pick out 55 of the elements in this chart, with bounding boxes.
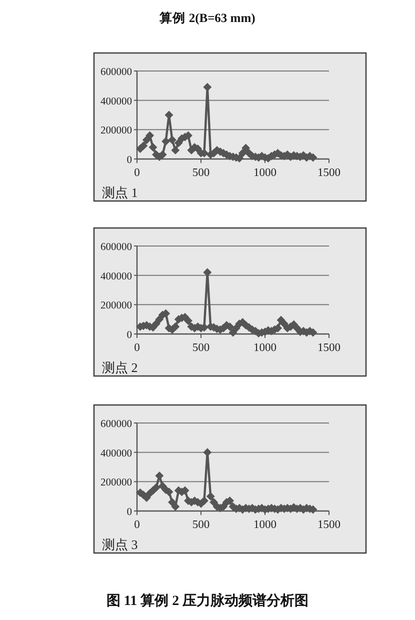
x-tick-label: 1000 [254, 519, 277, 531]
point [232, 324, 240, 332]
point [168, 498, 176, 506]
y-tick-label: 200000 [100, 300, 132, 312]
x-tick-label: 1000 [254, 342, 277, 354]
y-tick-label: 600000 [100, 67, 132, 78]
point [146, 131, 154, 140]
y-tick-label: 0 [126, 155, 132, 166]
point [152, 320, 160, 328]
y-tick-label: 200000 [100, 478, 132, 489]
point [152, 483, 160, 492]
x-tick-label: 500 [192, 167, 210, 179]
point [171, 322, 180, 331]
y-tick-label: 0 [126, 507, 132, 518]
x-tick-label: 1500 [318, 519, 341, 531]
x-tick-label: 1000 [254, 167, 277, 179]
point [168, 136, 176, 144]
point [171, 502, 180, 511]
text: 测点 2 [102, 360, 138, 375]
y-tick-label: 600000 [100, 242, 132, 253]
x-tick-label: 500 [192, 342, 210, 354]
text: 测点 3 [102, 537, 138, 552]
text: 测点 1 [102, 185, 138, 200]
point [184, 316, 192, 325]
y-tick-label: 0 [126, 330, 132, 341]
x-tick-label: 0 [134, 519, 140, 531]
chart-title: 算例 2(B=63 mm) [158, 11, 256, 25]
y-tick-label: 400000 [100, 271, 132, 282]
point [242, 144, 250, 152]
point [171, 146, 180, 154]
x-tick-label: 0 [134, 167, 140, 179]
point [162, 137, 170, 146]
point [139, 142, 148, 150]
point [142, 136, 151, 144]
y-tick-label: 400000 [100, 448, 132, 460]
point [228, 328, 238, 337]
point [203, 448, 212, 456]
y-tick-label: 400000 [100, 96, 132, 108]
y-tick-label: 600000 [100, 419, 132, 430]
x-tick-label: 500 [192, 519, 210, 531]
point [148, 143, 158, 152]
point [203, 268, 212, 276]
point [238, 149, 247, 158]
point [210, 498, 218, 506]
point [280, 320, 288, 328]
point [155, 315, 164, 324]
point [203, 83, 212, 92]
point [174, 138, 183, 147]
x-tick-label: 1500 [318, 342, 341, 354]
point [200, 496, 208, 505]
x-tick-label: 0 [134, 342, 140, 354]
point [206, 492, 215, 500]
y-tick-label: 200000 [100, 126, 132, 137]
caption: 图 11 算例 2 压力脉动频谱分析图 [106, 592, 309, 609]
x-tick-label: 1500 [318, 167, 341, 179]
